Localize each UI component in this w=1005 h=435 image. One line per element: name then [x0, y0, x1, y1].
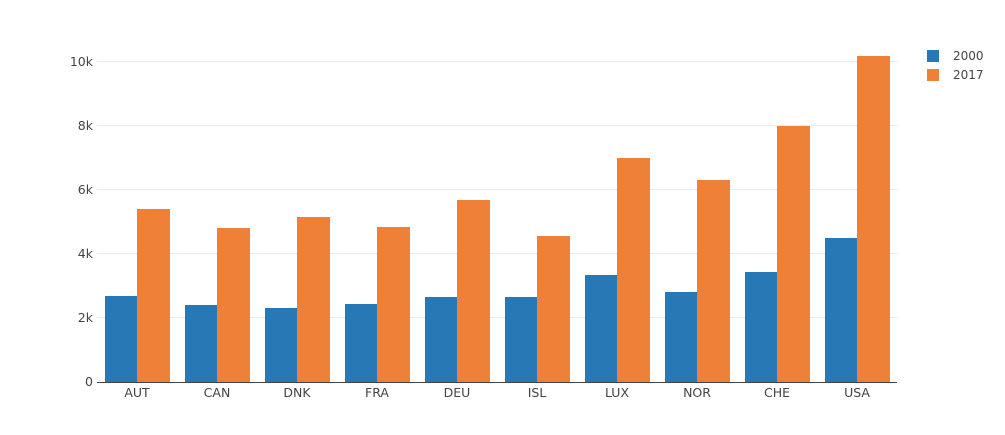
- bar-can-2017[interactable]: [217, 228, 250, 382]
- legend-item-2017[interactable]: 2017: [927, 65, 984, 84]
- gridline-4k: [97, 253, 897, 254]
- bar-deu-2000[interactable]: [424, 297, 457, 382]
- x-tick-label-usa: USA: [844, 385, 870, 400]
- bar-nor-2000[interactable]: [664, 292, 697, 382]
- bar-group-isl: [497, 62, 577, 382]
- bar-fra-2000[interactable]: [344, 303, 377, 382]
- y-tick-label-8k: 8k: [77, 118, 93, 133]
- legend-swatch-2017: [927, 68, 939, 81]
- gridline-6k: [97, 189, 897, 190]
- gridline-10k: [97, 61, 897, 62]
- x-tick-label-fra: FRA: [365, 385, 389, 400]
- bar-aut-2000[interactable]: [104, 295, 137, 382]
- legend: 2000 2017: [927, 46, 984, 84]
- y-tick-label-6k: 6k: [77, 182, 93, 197]
- bar-group-che: [737, 62, 817, 382]
- y-tick-label-10k: 10k: [69, 54, 93, 69]
- x-tick-label-can: CAN: [203, 385, 231, 400]
- x-tick-label-aut: AUT: [124, 385, 150, 400]
- gridline-2k: [97, 317, 897, 318]
- gridline-8k: [97, 125, 897, 126]
- y-tick-label-0: 0: [85, 374, 93, 389]
- bar-lux-2017[interactable]: [617, 158, 650, 382]
- legend-item-2000[interactable]: 2000: [927, 46, 984, 65]
- bar-group-lux: [577, 62, 657, 382]
- x-tick-label-che: CHE: [763, 385, 791, 400]
- bar-aut-2017[interactable]: [137, 209, 170, 382]
- x-tick-label-isl: ISL: [527, 385, 547, 400]
- bar-fra-2017[interactable]: [377, 226, 410, 382]
- legend-label-2017: 2017: [953, 67, 984, 82]
- bar-che-2017[interactable]: [777, 126, 810, 382]
- legend-label-2000: 2000: [953, 48, 984, 63]
- y-tick-label-2k: 2k: [77, 310, 93, 325]
- bar-che-2000[interactable]: [744, 271, 777, 382]
- bar-group-nor: [657, 62, 737, 382]
- bar-isl-2017[interactable]: [537, 236, 570, 382]
- legend-swatch-2000: [927, 49, 939, 62]
- bar-usa-2000[interactable]: [824, 238, 857, 382]
- bar-group-usa: [817, 55, 897, 382]
- y-tick-label-4k: 4k: [77, 246, 93, 261]
- bar-dnk-2000[interactable]: [264, 308, 297, 382]
- bar-nor-2017[interactable]: [697, 180, 730, 382]
- bar-group-deu: [417, 62, 497, 382]
- plot-area: [97, 55, 897, 383]
- x-tick-label-lux: LUX: [604, 385, 630, 400]
- bar-group-can: [177, 62, 257, 382]
- bar-deu-2017[interactable]: [457, 199, 490, 382]
- bar-can-2000[interactable]: [184, 305, 217, 382]
- bar-dnk-2017[interactable]: [297, 217, 330, 382]
- x-axis-line: [97, 382, 897, 383]
- x-tick-label-dnk: DNK: [283, 385, 311, 400]
- bar-isl-2000[interactable]: [504, 297, 537, 382]
- bar-group-dnk: [257, 62, 337, 382]
- bar-lux-2000[interactable]: [584, 274, 617, 382]
- bar-group-fra: [337, 62, 417, 382]
- bar-group-aut: [97, 62, 177, 382]
- bar-usa-2017[interactable]: [857, 55, 890, 382]
- x-tick-label-deu: DEU: [443, 385, 471, 400]
- x-tick-label-nor: NOR: [683, 385, 711, 400]
